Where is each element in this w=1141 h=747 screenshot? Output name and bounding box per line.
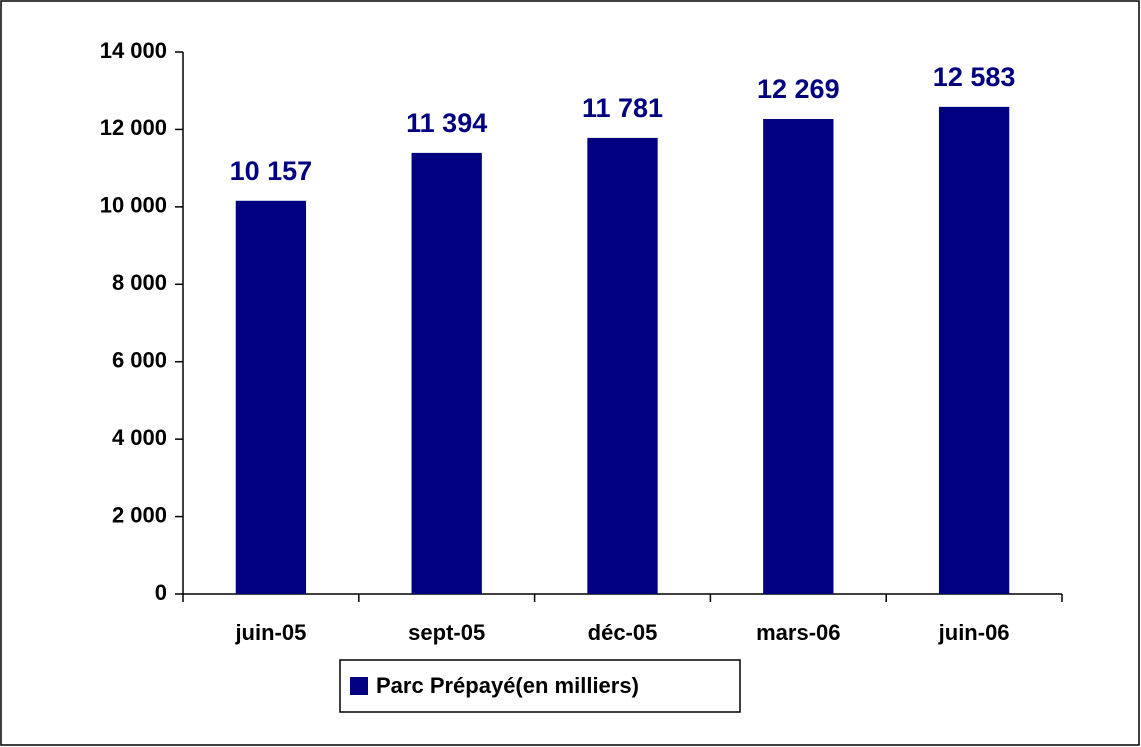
x-tick-label: juin-06	[938, 620, 1010, 645]
x-tick-label: déc-05	[588, 620, 658, 645]
y-tick-label: 2 000	[112, 502, 167, 527]
y-tick-label: 12 000	[100, 115, 167, 140]
bar	[411, 152, 482, 594]
y-tick-label: 10 000	[100, 193, 167, 218]
bar	[587, 137, 658, 595]
value-label: 12 269	[757, 74, 840, 104]
value-label: 11 781	[582, 93, 663, 123]
bar	[235, 200, 307, 595]
value-label: 10 157	[230, 156, 313, 186]
y-tick-label: 14 000	[100, 38, 167, 63]
bar	[938, 106, 1010, 594]
x-tick-label: sept-05	[408, 620, 485, 645]
y-tick-label: 6 000	[112, 348, 167, 373]
y-tick-label: 8 000	[112, 270, 167, 295]
y-tick-label: 0	[155, 580, 167, 605]
legend-box	[339, 659, 741, 713]
x-tick-label: juin-05	[234, 620, 306, 645]
legend-swatch	[350, 677, 368, 695]
x-tick-label: mars-06	[756, 620, 840, 645]
y-tick-label: 4 000	[112, 425, 167, 450]
value-label: 12 583	[933, 62, 1016, 92]
value-label: 11 394	[406, 108, 487, 138]
legend-label: Parc Prépayé(en milliers)	[376, 673, 639, 698]
bar	[763, 119, 834, 594]
legend	[339, 659, 741, 713]
